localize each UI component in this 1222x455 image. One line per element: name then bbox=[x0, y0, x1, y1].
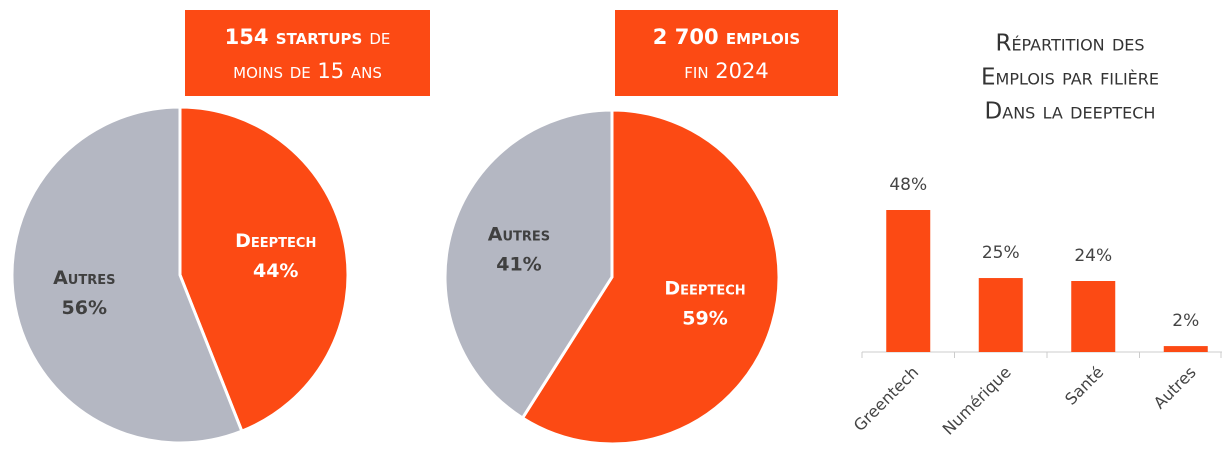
bar-value: 24% bbox=[1074, 246, 1112, 266]
bar bbox=[886, 210, 931, 352]
pie-slice bbox=[520, 108, 781, 446]
bar bbox=[978, 278, 1023, 352]
x-tick-label: Greentech bbox=[850, 363, 922, 435]
banner-line: fin 2024 bbox=[684, 59, 768, 83]
bar-value: 48% bbox=[889, 175, 927, 195]
banner-line: 2 700 emplois bbox=[653, 25, 800, 49]
x-tick-label: Santé bbox=[1061, 363, 1107, 409]
chart-title: Répartition des bbox=[995, 31, 1144, 57]
bar-value: 25% bbox=[982, 243, 1020, 263]
chart-title: Dans la deeptech bbox=[985, 99, 1156, 125]
banner-text: de bbox=[369, 25, 390, 49]
slice-value: 44% bbox=[253, 260, 298, 282]
pie-slice bbox=[178, 105, 350, 434]
banner-bold: 154 startups bbox=[225, 25, 363, 49]
slice-value: 59% bbox=[682, 308, 727, 330]
banner bbox=[185, 10, 430, 96]
x-tick-label: Numérique bbox=[939, 363, 1015, 439]
slice-label: Deeptech bbox=[235, 230, 316, 252]
slice-label: Autres bbox=[488, 223, 550, 245]
slice-label: Deeptech bbox=[664, 278, 745, 300]
slice-label: Autres bbox=[53, 267, 115, 289]
bar bbox=[1163, 346, 1208, 352]
bar-value: 2% bbox=[1172, 311, 1199, 331]
slice-value: 56% bbox=[62, 297, 107, 319]
slice-value: 41% bbox=[496, 253, 541, 275]
bar bbox=[1071, 281, 1116, 352]
x-tick-label: Autres bbox=[1150, 363, 1200, 413]
banner-line: moins de 15 ans bbox=[233, 59, 382, 83]
banner bbox=[615, 10, 838, 96]
pie-slice bbox=[10, 105, 244, 445]
pie-slice bbox=[443, 108, 614, 421]
banner-line: 154 startups de bbox=[225, 25, 391, 49]
chart-title: Emplois par filière bbox=[981, 65, 1159, 91]
